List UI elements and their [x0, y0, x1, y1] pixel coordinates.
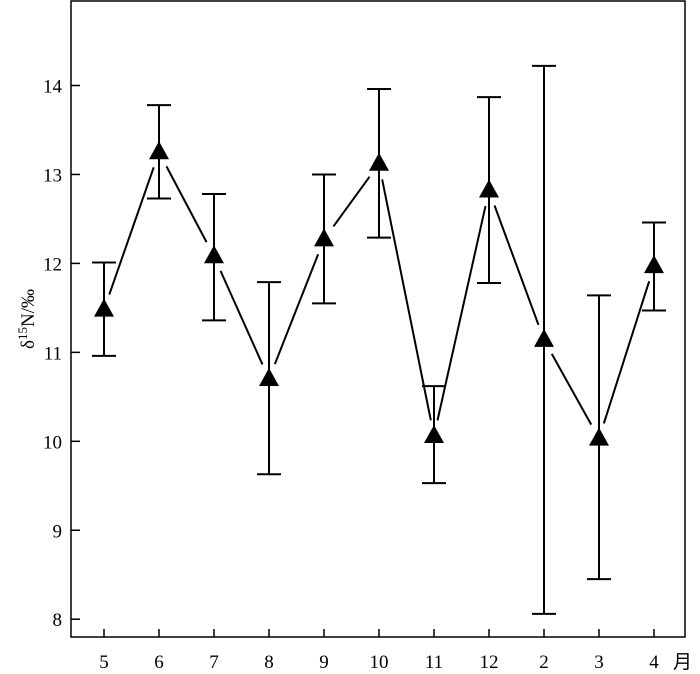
data-point — [259, 368, 279, 387]
data-point — [644, 255, 664, 274]
x-tick-label: 10 — [370, 652, 389, 673]
x-axis: 5 6 7 8 9 10 11 12 2 3 4 — [99, 629, 659, 673]
x-tick-label: 7 — [209, 652, 219, 673]
y-tick-label: 14 — [43, 77, 63, 98]
line-segment — [381, 179, 432, 421]
y-axis-label: δ15N/‰ — [15, 289, 39, 349]
line-segment — [108, 166, 155, 295]
y-tick-label: 9 — [53, 521, 63, 542]
plot-frame — [70, 0, 686, 638]
data-point — [479, 179, 499, 198]
x-tick-label: 2 — [539, 652, 549, 673]
line-segment — [602, 281, 651, 424]
line-segment — [273, 253, 320, 365]
y-tick-label: 12 — [43, 254, 62, 275]
data-point — [424, 424, 444, 443]
y-tick-label: 10 — [43, 432, 62, 453]
y-tick-label: 11 — [44, 343, 62, 364]
line-segment — [550, 353, 593, 426]
y-tick-label: 13 — [43, 165, 62, 186]
data-markers — [94, 141, 664, 446]
data-point — [149, 141, 169, 160]
line-segment — [219, 270, 264, 365]
x-axis-unit-label: 月 — [673, 651, 692, 673]
y-axis-label-delta: δ — [18, 340, 39, 349]
line-segment — [332, 176, 371, 228]
series-line — [108, 165, 651, 426]
y-tick-label: 8 — [53, 610, 63, 631]
line-segment — [493, 205, 540, 326]
y-axis-label-superscript: 15 — [15, 327, 30, 340]
x-tick-label: 8 — [264, 652, 274, 673]
line-segment — [165, 165, 208, 243]
error-bars — [92, 64, 666, 615]
data-point — [204, 245, 224, 264]
data-point — [369, 152, 389, 171]
y-axis: 8 9 10 11 12 13 14 — [43, 77, 80, 631]
data-point — [94, 298, 114, 317]
x-tick-label: 5 — [99, 652, 109, 673]
x-tick-label: 11 — [425, 652, 443, 673]
y-axis-label-rest: N/‰ — [18, 289, 39, 327]
x-tick-label: 6 — [154, 652, 164, 673]
x-tick-label: 3 — [594, 652, 604, 673]
x-tick-label: 4 — [649, 652, 659, 673]
data-point — [534, 328, 554, 347]
x-tick-label: 9 — [319, 652, 329, 673]
line-segment — [436, 205, 487, 421]
data-point — [589, 427, 609, 446]
data-point — [314, 228, 334, 247]
x-tick-label: 12 — [480, 652, 499, 673]
